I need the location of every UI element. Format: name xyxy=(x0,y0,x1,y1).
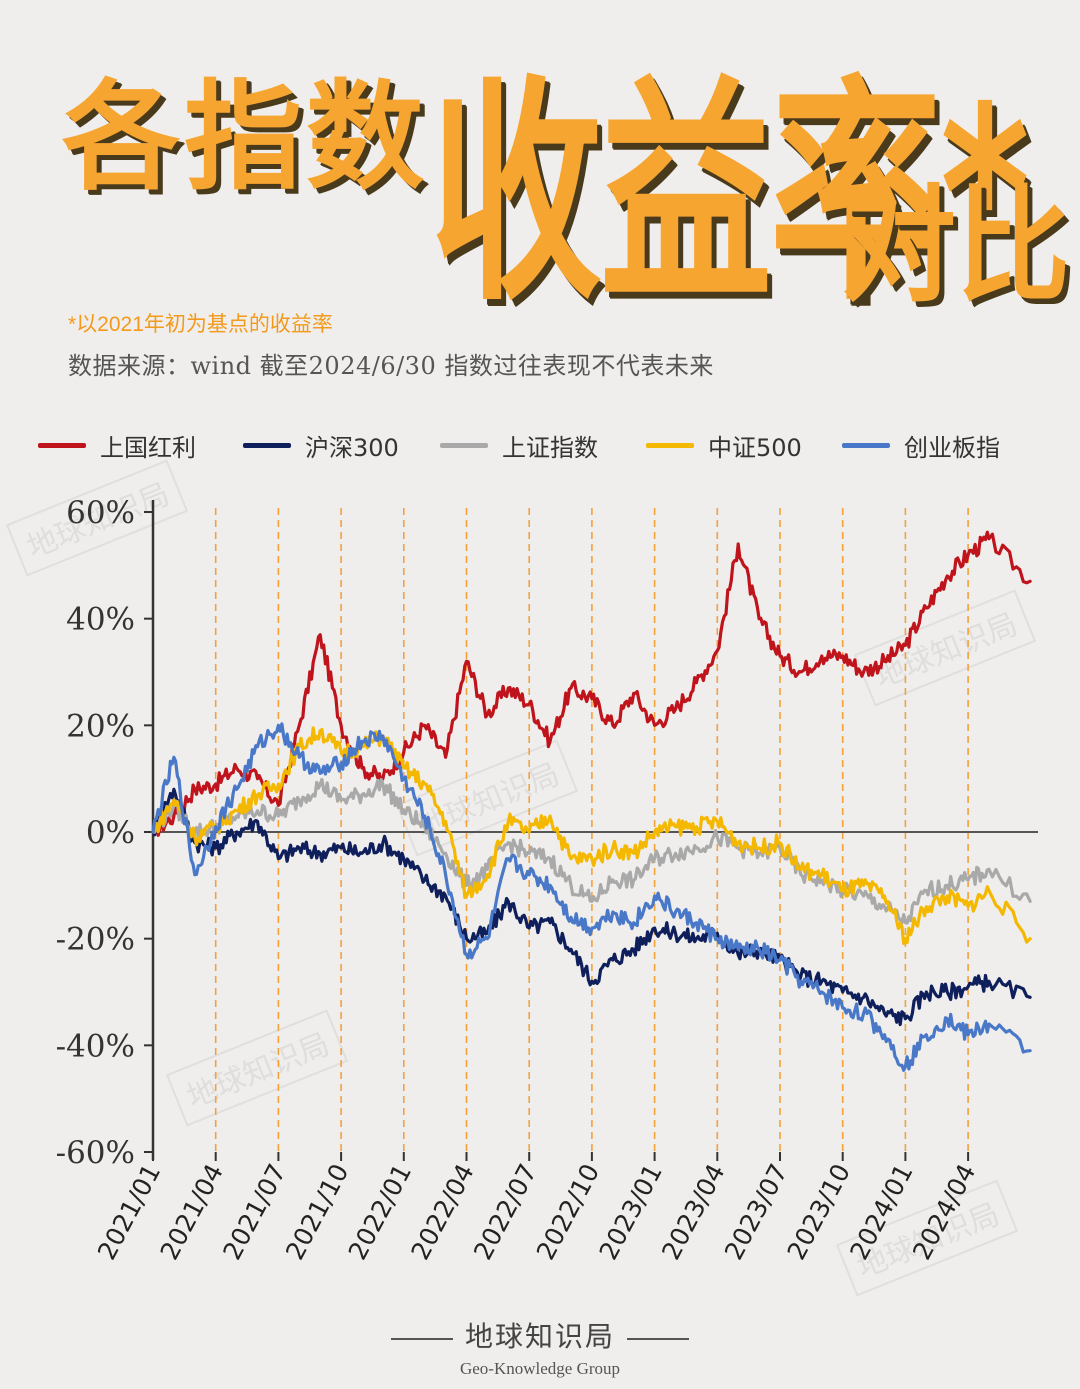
chart-legend: 上国红利 沪深300 上证指数 中证500 创业板指 xyxy=(38,428,1078,464)
legend-swatch xyxy=(38,443,86,448)
legend-swatch xyxy=(243,443,291,448)
legend-item: 沪深300 xyxy=(243,428,399,463)
legend-item: 上证指数 xyxy=(440,428,598,463)
line-chart: 60%40%20%0%-20%-40%-60%2021/012021/04202… xyxy=(56,495,1038,1265)
y-tick-label: 40% xyxy=(66,602,135,638)
legend-swatch xyxy=(440,443,488,448)
title-part-2: 收益率* xyxy=(430,55,1030,333)
footer-brand-text: 地球知识局 xyxy=(464,1320,615,1353)
baseline-note: *以2021年初为基点的收益率 xyxy=(68,313,333,336)
footer-rule-right xyxy=(627,1337,689,1340)
legend-swatch xyxy=(646,443,694,448)
y-tick-label: 60% xyxy=(66,495,135,531)
legend-label: 中证500 xyxy=(708,434,802,462)
data-source: 数据来源：wind 截至2024/6/30 指数过往表现不代表未来 xyxy=(68,352,714,380)
series-line-5 xyxy=(151,722,1032,1072)
title-part-1: 各指数 xyxy=(62,68,429,206)
series-line-1 xyxy=(151,530,1032,837)
legend-item: 中证500 xyxy=(646,428,802,463)
legend-item: 上国红利 xyxy=(38,428,196,463)
title-part-3: 对比 xyxy=(842,173,1071,320)
y-tick-label: -60% xyxy=(56,1135,135,1171)
x-tick-label: 2024/04 xyxy=(907,1159,981,1264)
y-tick-label: 20% xyxy=(66,708,135,744)
footer-rule-left xyxy=(390,1337,453,1340)
legend-label: 上证指数 xyxy=(502,434,598,462)
legend-item: 创业板指 xyxy=(842,428,1000,463)
series-line-2 xyxy=(151,787,1032,1027)
y-tick-label: -20% xyxy=(56,922,135,958)
legend-swatch xyxy=(842,443,890,448)
footer-brand: 地球知识局 xyxy=(0,1315,1080,1355)
footer-english: Geo-Knowledge Group xyxy=(459,1359,621,1378)
footer: 地球知识局 Geo-Knowledge Group xyxy=(0,1315,1080,1379)
legend-label: 上国红利 xyxy=(100,434,196,462)
y-tick-label: -40% xyxy=(56,1028,135,1064)
y-tick-label: 0% xyxy=(86,815,135,851)
legend-label: 沪深300 xyxy=(305,434,399,462)
series-line-3 xyxy=(151,777,1032,925)
legend-label: 创业板指 xyxy=(904,434,1000,462)
